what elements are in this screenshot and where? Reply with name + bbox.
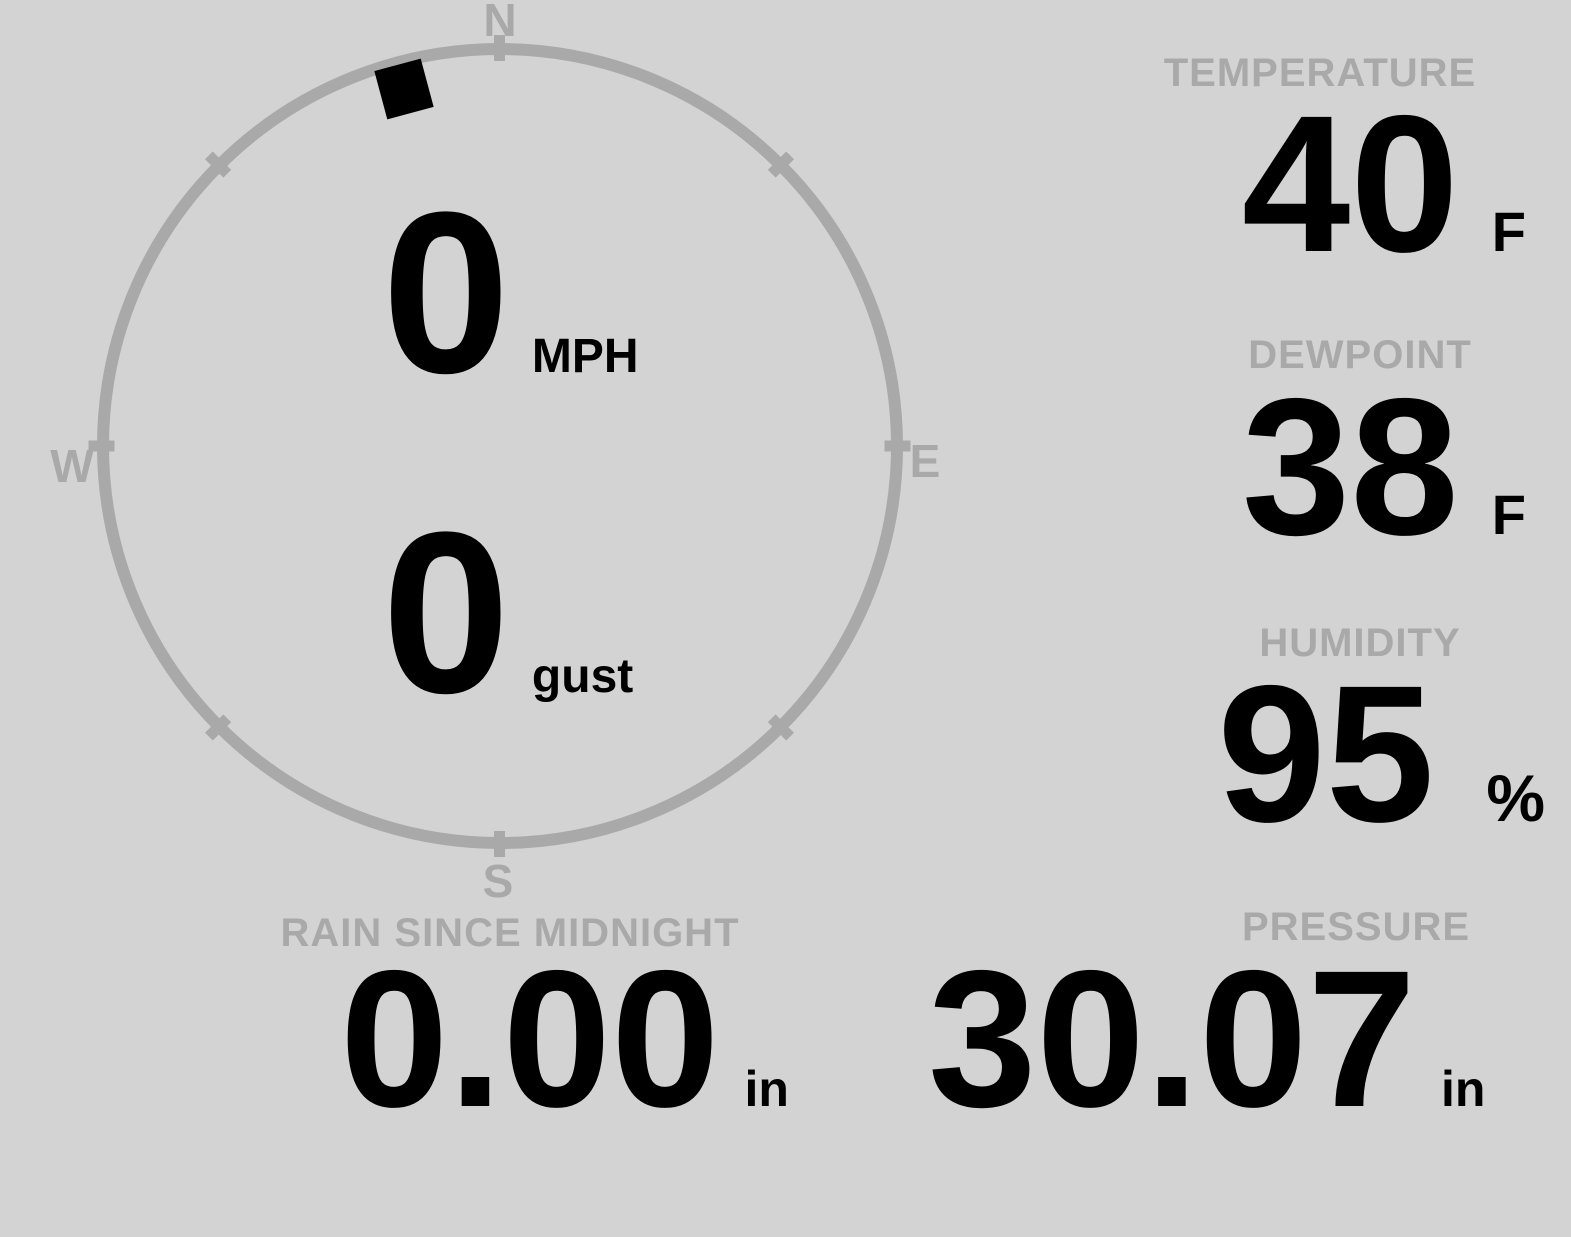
dewpoint-reading: 38 F [1242, 370, 1526, 565]
temperature-label: TEMPERATURE [1163, 51, 1477, 95]
pressure-value: 30.07 [928, 930, 1416, 1148]
compass-tick-north [494, 35, 505, 61]
rain-label: RAIN SINCE MIDNIGHT [280, 911, 740, 955]
wind-gust: 0 gust [382, 498, 633, 728]
compass-east-label: E [909, 435, 941, 487]
wind-gust-unit: gust [531, 650, 634, 703]
wind-speed: 0 MPH [382, 178, 639, 408]
temperature-value: 40 [1241, 75, 1459, 293]
pressure-unit: in [1440, 1061, 1486, 1117]
dewpoint-value: 38 [1241, 358, 1459, 576]
humidity-label: HUMIDITY [1259, 621, 1461, 665]
humidity-value: 95 [1217, 645, 1435, 863]
rain-value: 0.00 [340, 930, 720, 1148]
compass-tick-south [494, 831, 505, 857]
humidity-unit: % [1486, 761, 1545, 835]
temperature-unit: F [1491, 200, 1526, 263]
rain-reading: 0.00 in [340, 942, 789, 1137]
rain-unit: in [744, 1061, 789, 1117]
wind-speed-value: 0 [382, 164, 510, 421]
pressure-reading: 30.07 in [928, 942, 1485, 1137]
compass-north-label: N [483, 0, 517, 46]
dewpoint-label: DEWPOINT [1248, 333, 1472, 377]
wind-speed-unit: MPH [531, 330, 639, 383]
wind-gust-value: 0 [382, 484, 510, 741]
humidity-reading: 95 % [1217, 657, 1545, 852]
temperature-reading: 40 F [1242, 87, 1526, 282]
dewpoint-unit: F [1491, 483, 1526, 546]
compass-south-label: S [482, 855, 514, 907]
compass-west-label: W [50, 440, 94, 492]
pressure-label: PRESSURE [1241, 905, 1471, 949]
